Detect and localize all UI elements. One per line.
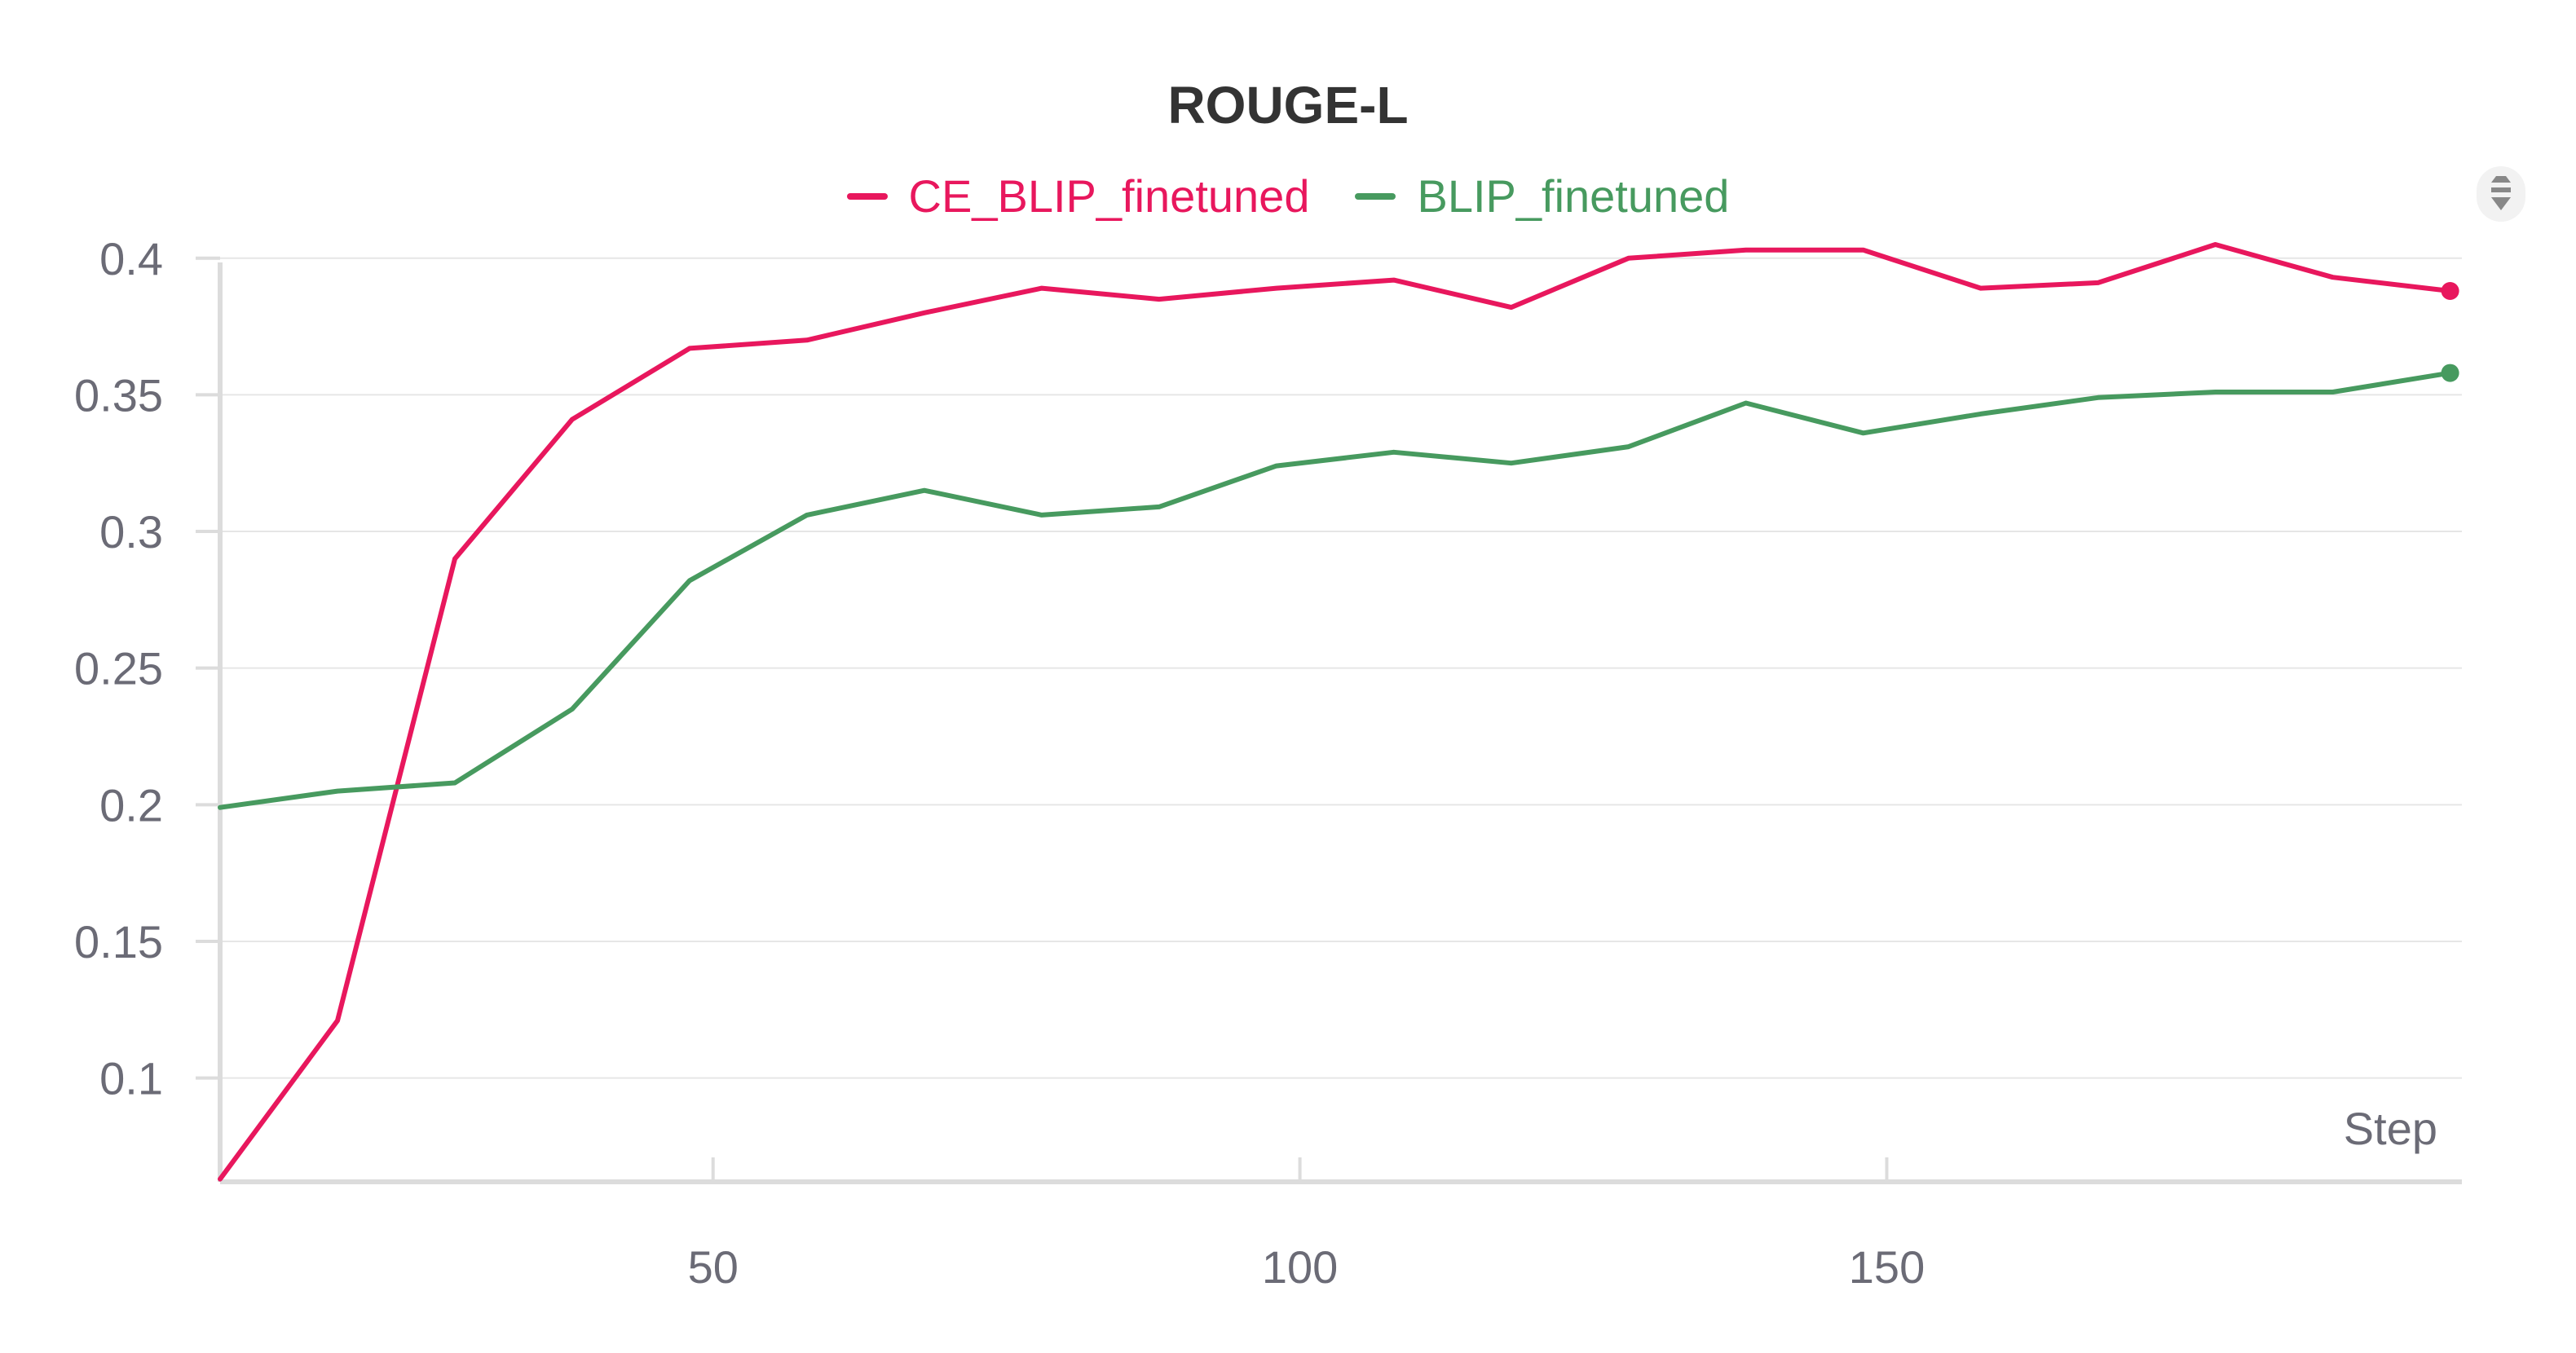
y-tick-label: 0.3: [99, 506, 163, 558]
series-end-marker-ce-blip-finetuned: [2441, 281, 2459, 300]
series-end-marker-blip-finetuned: [2441, 364, 2459, 382]
drag-handle-icon: [2491, 176, 2511, 210]
x-tick-label: 150: [1849, 1241, 1925, 1293]
grid-lines: [220, 257, 2462, 1079]
y-tick-label: 0.25: [74, 643, 163, 694]
y-tick-labels: 0.1 0.15 0.2 0.25 0.3 0.35 0.4: [74, 233, 163, 1104]
x-tick-label: 100: [1262, 1241, 1338, 1293]
legend-swatch-blip-finetuned: [1355, 192, 1396, 200]
y-tick-label: 0.15: [74, 916, 163, 967]
chart-title: ROUGE-L: [1167, 76, 1409, 134]
legend-item-ce-blip-finetuned[interactable]: CE_BLIP_finetuned: [846, 170, 1310, 223]
legend-label-blip-finetuned: BLIP_finetuned: [1417, 170, 1730, 222]
legend: CE_BLIP_finetuned BLIP_finetuned: [0, 170, 2576, 223]
axes: [196, 256, 2462, 1184]
legend-swatch-ce-blip-finetuned: [846, 192, 888, 200]
x-tick-label: 50: [688, 1241, 739, 1293]
x-axis-label: Step: [2344, 1103, 2437, 1154]
y-tick-label: 0.1: [99, 1053, 163, 1104]
y-tick-label: 0.35: [74, 369, 163, 421]
legend-label-ce-blip-finetuned: CE_BLIP_finetuned: [908, 170, 1310, 222]
series-lines: [218, 242, 2459, 1182]
series-line-ce-blip-finetuned: [218, 242, 2453, 1182]
y-tick-label: 0.2: [99, 779, 163, 831]
y-tick-label: 0.4: [99, 233, 163, 284]
panel-menu-handle[interactable]: [2477, 166, 2525, 222]
legend-item-blip-finetuned[interactable]: BLIP_finetuned: [1355, 170, 1729, 223]
series-line-blip-finetuned: [218, 370, 2453, 810]
x-tick-labels: 50 100 150: [688, 1241, 1925, 1293]
